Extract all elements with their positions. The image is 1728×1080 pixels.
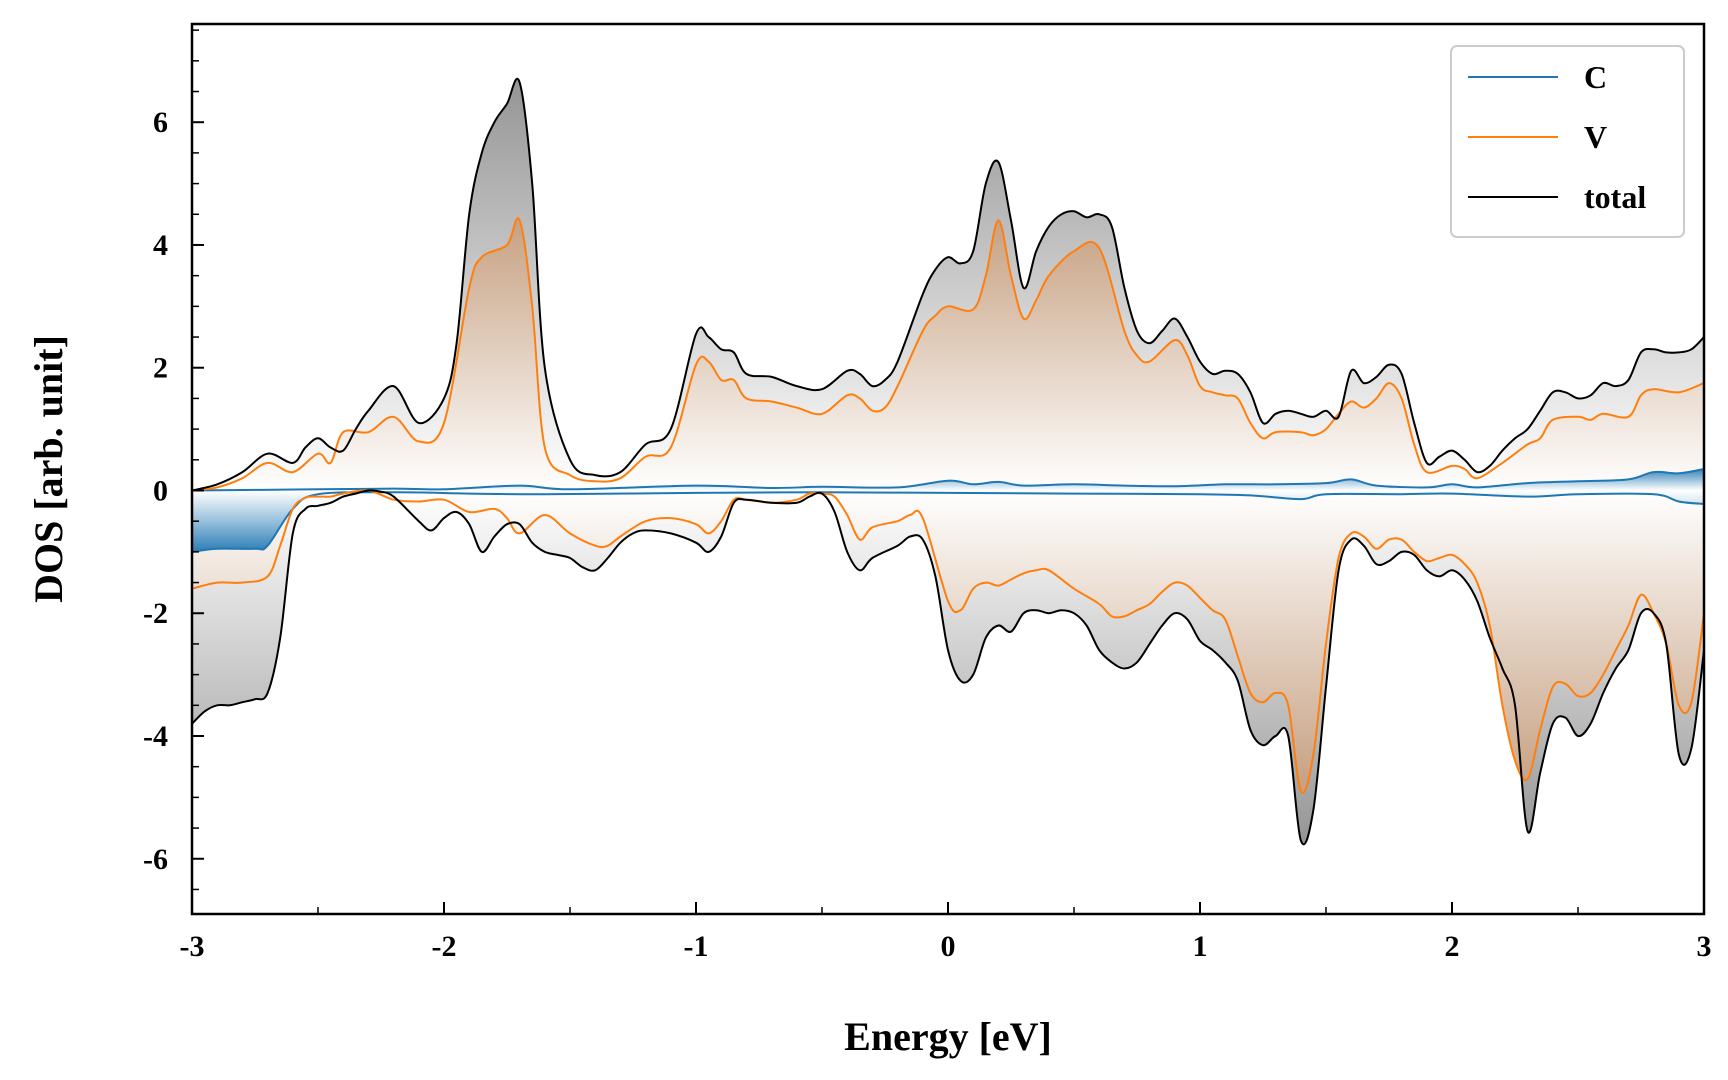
legend-label-total: total bbox=[1584, 179, 1646, 215]
x-axis: -3 -2 -1 0 1 2 3 bbox=[180, 902, 1712, 963]
y-axis-label: DOS [arb. unit] bbox=[26, 335, 71, 603]
area-fills bbox=[192, 78, 1704, 845]
y-tick-label: 4 bbox=[153, 229, 168, 262]
series-lines bbox=[192, 78, 1704, 846]
line-v-spin-down bbox=[192, 489, 1704, 794]
y-axis: -6 -4 -2 0 2 4 6 bbox=[143, 29, 204, 891]
y-tick-label: -4 bbox=[143, 720, 168, 753]
legend-label-v: V bbox=[1584, 119, 1607, 155]
area-c-spin-up bbox=[192, 469, 1704, 491]
y-tick-label: -6 bbox=[143, 843, 168, 876]
x-tick-label: 1 bbox=[1193, 930, 1208, 963]
line-total-spin-down bbox=[192, 489, 1704, 846]
y-tick-label: 6 bbox=[153, 106, 168, 139]
legend-label-c: C bbox=[1584, 59, 1607, 95]
line-total-spin-up bbox=[192, 78, 1704, 492]
y-tick-label: 0 bbox=[153, 474, 168, 507]
area-v-spin-up bbox=[192, 218, 1704, 491]
y-tick-label: -2 bbox=[143, 597, 168, 630]
legend-box bbox=[1450, 45, 1685, 238]
x-tick-label: -1 bbox=[684, 930, 709, 963]
x-tick-label: 3 bbox=[1697, 930, 1712, 963]
x-axis-label: Energy [eV] bbox=[844, 1014, 1052, 1059]
x-tick-label: -3 bbox=[180, 930, 205, 963]
x-tick-label: -2 bbox=[432, 930, 457, 963]
x-tick-label: 2 bbox=[1445, 930, 1460, 963]
line-v-spin-up bbox=[192, 217, 1704, 492]
line-c-spin-up bbox=[192, 468, 1704, 492]
y-tick-label: 2 bbox=[153, 352, 168, 385]
plot-area bbox=[192, 78, 1704, 846]
area-total-spin-up bbox=[192, 78, 1704, 491]
area-v-spin-down bbox=[192, 490, 1704, 794]
x-tick-label: 0 bbox=[941, 930, 956, 963]
